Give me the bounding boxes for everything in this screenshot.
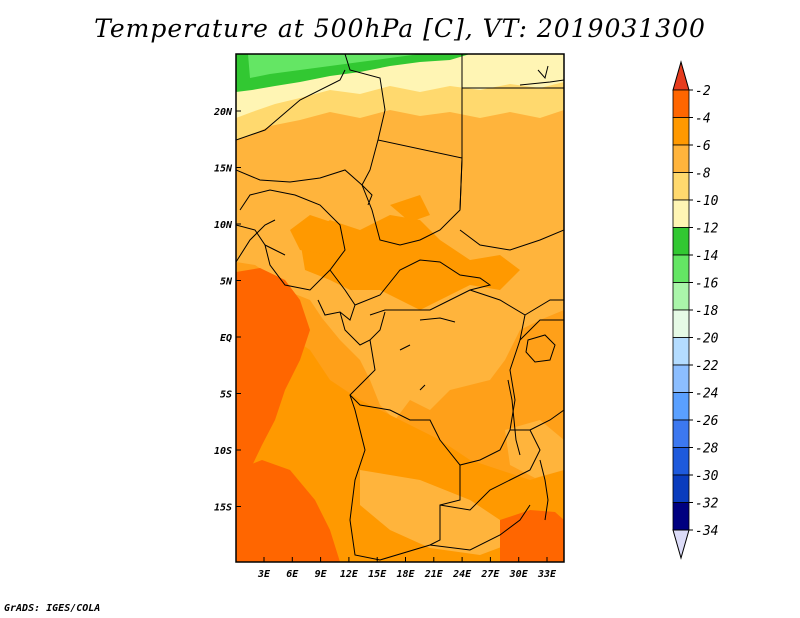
lon-tick-label: 27E: [480, 569, 500, 580]
lat-tick-label: 10N: [214, 220, 233, 231]
longitude-axis: 3E 6E 9E 12E 15E 18E 21E 24E 27E 30E 33E: [257, 557, 557, 580]
temperature-field: [236, 54, 564, 562]
band-minus6-minus8-east: [505, 420, 564, 478]
colorbar-label: -22: [695, 359, 719, 374]
band-minus4-minus6-north: [290, 195, 430, 255]
map-frame: [235, 53, 565, 563]
colorbar-segment: [672, 419, 690, 448]
colorbar-label: -4: [695, 112, 711, 127]
band-minus4-minus6-south: [236, 330, 564, 562]
lon-tick-label: 9E: [315, 569, 328, 580]
lon-tick-label: 15E: [368, 569, 387, 580]
colorbar-segment: [672, 199, 690, 228]
river-congo: [399, 317, 456, 391]
colorbar-segment: [672, 392, 690, 421]
lat-tick-label: EQ: [220, 333, 232, 344]
colorbar-label: -12: [695, 222, 719, 237]
lon-tick-label: 24E: [452, 569, 472, 580]
colorbar-segment: [672, 172, 690, 201]
colorbar-label: -26: [695, 414, 719, 429]
colorbar-label: -34: [695, 524, 718, 539]
colorbar-label: -10: [695, 194, 719, 209]
red-sea-coast: [519, 65, 564, 86]
colorbar-segment: [672, 144, 690, 173]
colorbar-label: -2: [695, 84, 711, 99]
lake-tanganyika: [507, 379, 521, 456]
country-borders: [236, 54, 564, 561]
lake-chad: [361, 184, 373, 206]
colorbar-label: -20: [695, 332, 719, 347]
lat-tick-label: 5N: [220, 277, 233, 288]
lake-victoria: [525, 334, 556, 363]
colorbar-under-triangle: [672, 529, 690, 560]
lake-malawi: [539, 459, 549, 521]
border-car: [354, 259, 492, 316]
grads-credit: GrADS: IGES/COLA: [4, 603, 101, 614]
lon-tick-label: 12E: [340, 569, 359, 580]
colorbar-over-triangle: [672, 60, 690, 91]
colorbar-label: -30: [695, 469, 719, 484]
colorbar-segment: [672, 89, 690, 118]
border-zimbabwe: [429, 504, 531, 551]
band-minus2-minus4-west: [236, 268, 310, 480]
border-sudan: [459, 87, 564, 251]
colorbar-label: -24: [695, 387, 718, 402]
border-angola: [349, 394, 461, 561]
band-minus2-minus4-southwest: [236, 460, 340, 562]
colorbar-label: -14: [695, 249, 718, 264]
lat-tick-label: 15N: [214, 164, 233, 175]
border-egypt-sudan: [459, 88, 463, 211]
border-drc: [349, 289, 526, 466]
border-mali-niger: [236, 69, 346, 141]
colorbar-label: -8: [695, 167, 711, 182]
colorbar-label: -6: [695, 139, 711, 154]
chart-title: Temperature at 500hPa [C], VT: 201903130…: [94, 14, 706, 43]
lon-tick-label: 21E: [424, 569, 444, 580]
colorbar-label: -18: [695, 304, 719, 319]
colorbar-segment: [672, 117, 690, 146]
border-zambia: [439, 429, 541, 511]
border-algeria-niger: [236, 169, 363, 186]
border-libya-algeria: [344, 54, 386, 186]
colorbar-segment: [672, 282, 690, 311]
colorbar-segment: [672, 364, 690, 393]
colorbar-segment: [672, 309, 690, 338]
border-nigeria: [236, 189, 346, 291]
lat-tick-label: 5S: [220, 390, 232, 401]
lat-tick-label: 10S: [214, 446, 232, 457]
colorbar-segment: [672, 254, 690, 283]
colorbar-label: -32: [695, 497, 719, 512]
lat-tick-label: 20N: [213, 107, 233, 118]
lon-tick-label: 18E: [396, 569, 415, 580]
colorbar-segment: [672, 337, 690, 366]
lon-tick-label: 6E: [286, 569, 299, 580]
colorbar-segment: [672, 447, 690, 476]
colorbar-label: -28: [695, 442, 719, 457]
border-cameroon: [317, 269, 356, 321]
latitude-axis: 20N 15N 10N 5N EQ 5S 10S 15S: [213, 107, 241, 514]
lat-tick-label: 15S: [214, 503, 232, 514]
colorbar: -2 -4 -6 -8 -10 -12 -14 -16 -18 -20 -22 -24 -26 -28 -3…: [672, 60, 719, 560]
band-minus2-minus4-southeast: [500, 510, 564, 562]
band-minus14-minus16: [248, 54, 420, 78]
colorbar-label: -16: [695, 277, 719, 292]
lon-tick-label: 30E: [509, 569, 529, 580]
border-east: [519, 299, 564, 431]
lon-tick-label: 3E: [257, 569, 271, 580]
band-minus4-minus6-central: [300, 215, 520, 310]
colorbar-segment: [672, 227, 690, 256]
lon-tick-label: 33E: [537, 569, 557, 580]
border-congo: [339, 311, 386, 346]
colorbar-segment: [672, 474, 690, 503]
colorbar-segment: [672, 502, 690, 531]
border-misc-west: [236, 219, 286, 263]
